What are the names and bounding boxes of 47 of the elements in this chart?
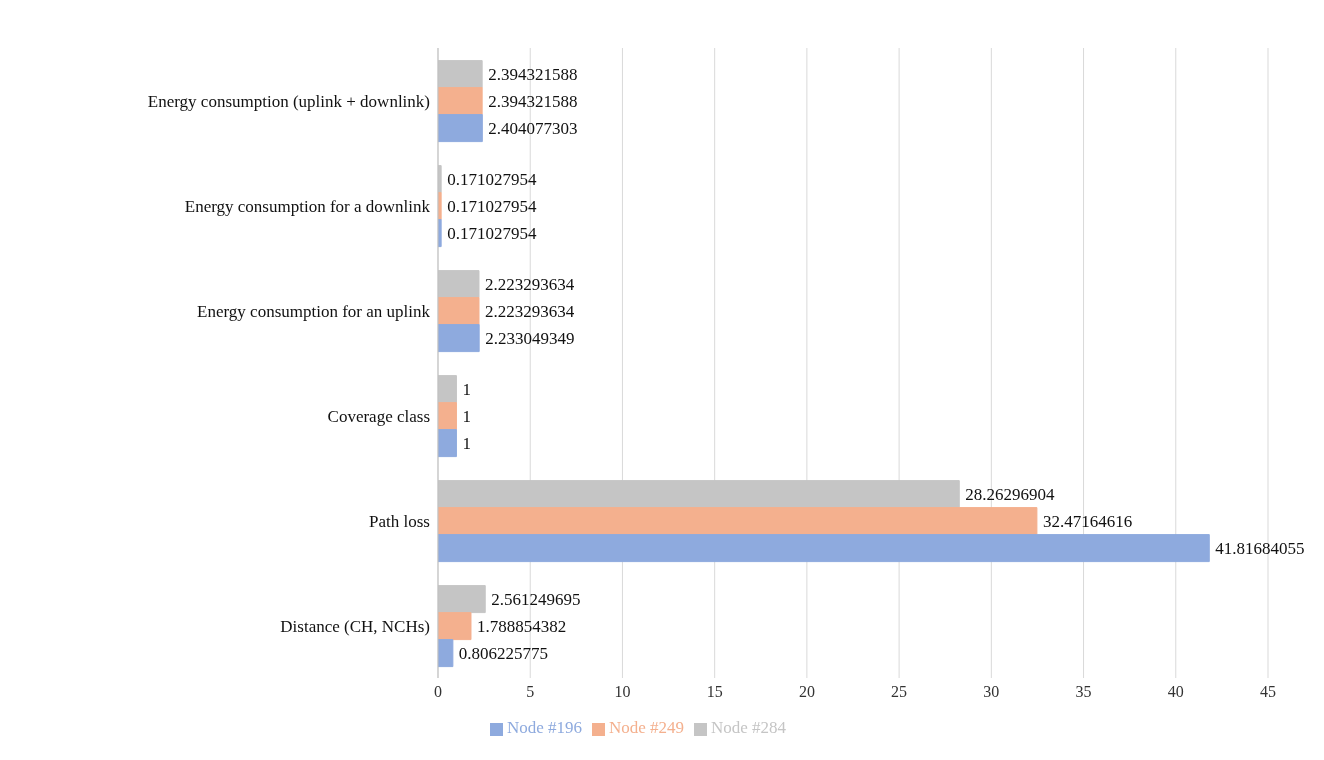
data-label: 1.788854382	[476, 617, 567, 637]
x-tick-label: 25	[891, 683, 908, 701]
bar	[438, 324, 480, 353]
x-tick-label: 15	[706, 683, 723, 701]
y-tick-label: Energy consumption for an uplink	[197, 301, 431, 321]
x-tick-label: 35	[1075, 683, 1092, 701]
legend-label: Node #196	[506, 718, 582, 737]
x-tick-label: 10	[614, 683, 631, 701]
data-label: 2.223293634	[485, 302, 575, 322]
data-label: 1	[462, 407, 471, 427]
data-label: 41.81684055	[1215, 539, 1305, 559]
bar	[438, 612, 472, 641]
data-label: 0.171027954	[447, 197, 537, 217]
bar	[438, 507, 1038, 536]
y-tick-label: Path loss	[369, 511, 430, 531]
bar	[438, 87, 483, 116]
bar	[438, 114, 483, 143]
y-tick-label: Coverage class	[327, 406, 430, 426]
x-tick-label: 5	[526, 683, 535, 701]
data-label: 2.404077303	[488, 119, 578, 139]
legend-label: Node #249	[608, 718, 685, 737]
data-label: 0.171027954	[447, 224, 537, 244]
data-label: 2.223293634	[485, 275, 575, 295]
bar	[438, 297, 480, 326]
y-tick-label: Energy consumption for a downlink	[184, 196, 431, 216]
x-tick-label: 20	[798, 683, 815, 701]
data-label: 1	[462, 434, 471, 454]
y-tick-label: Energy consumption (uplink + downlink)	[147, 91, 430, 111]
legend-label: Node #284	[711, 718, 787, 737]
data-label: 2.394321588	[488, 92, 578, 112]
data-label: 2.394321588	[488, 65, 578, 85]
x-tick-label: 0	[434, 683, 442, 701]
bar	[438, 429, 457, 458]
y-tick-label: Distance (CH, NCHs)	[280, 616, 430, 636]
bar	[438, 534, 1210, 563]
data-label: 2.561249695	[491, 590, 581, 610]
data-label: 0.171027954	[447, 170, 537, 190]
x-tick-label: 40	[1167, 683, 1184, 701]
data-label: 0.806225775	[458, 644, 549, 664]
x-tick-label: 45	[1260, 683, 1276, 701]
bar	[438, 639, 454, 668]
data-label: 28.26296904	[965, 485, 1056, 505]
bar	[438, 402, 457, 431]
data-label: 32.47164616	[1042, 512, 1133, 532]
data-label: 2.233049349	[485, 329, 575, 349]
data-label: 1	[462, 380, 471, 400]
x-tick-label: 30	[983, 683, 1000, 701]
